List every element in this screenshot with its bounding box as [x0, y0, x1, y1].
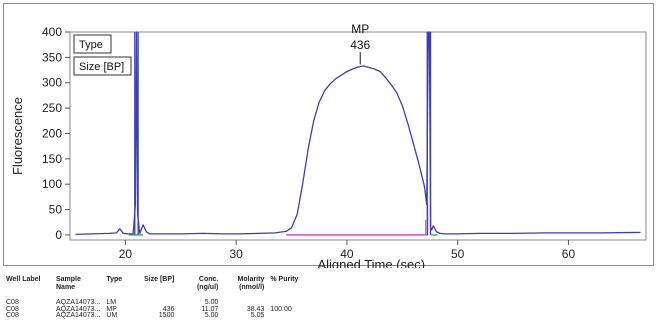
table-row: C08 AQZA14073... UM 1500 5.00 5.05 — [6, 312, 312, 320]
cell-molarity: 38.43 — [246, 305, 265, 313]
x-tick-label: 60 — [562, 247, 576, 261]
trace-layer — [75, 31, 641, 236]
results-table: Well Label Sample Name Type Size [BP] Co… — [6, 276, 312, 320]
axis-ticks: 0 50 100 150 200 250 300 350 400 20 30 40 50 60 — [42, 25, 575, 261]
cell-type: UM — [106, 312, 118, 319]
column-header-molarity: Molarity (nmol/l) — [237, 276, 265, 291]
peak-size-label: 436 — [350, 38, 370, 52]
cell-conc: 5.00 — [204, 299, 219, 306]
legend-label: Size [BP] — [79, 61, 124, 73]
cell-purity — [270, 313, 312, 320]
cell-molarity: 5.05 — [250, 312, 265, 319]
cell-size: 436 — [162, 305, 175, 313]
cell-sample-name: AQZA14073... — [56, 305, 101, 313]
cell-type: LM — [106, 299, 117, 306]
legend-label: Type — [79, 39, 103, 51]
annotation-layer: MP 436 — [350, 22, 371, 65]
column-header-conc: Conc. (ng/ul) — [196, 276, 219, 291]
electropherogram-chart: 0 50 100 150 200 250 300 350 400 20 30 40 50 60 MP 436… — [3, 3, 654, 268]
y-tick-label: 0 — [55, 228, 62, 242]
electropherogram-panel: 0 50 100 150 200 250 300 350 400 20 30 40 50 60 MP 436… — [3, 3, 654, 268]
cell-well-label: C08 — [6, 299, 19, 306]
column-header-well-label: Well Label — [6, 276, 41, 283]
cell-conc: 11.07 — [201, 305, 219, 313]
y-axis-label: Fluorescence — [10, 97, 25, 175]
legend-box — [73, 34, 112, 54]
y-tick-label: 50 — [49, 203, 63, 217]
table-row: C08 AQZA14073... LM 5.00 — [6, 299, 312, 307]
cell-conc: 5.00 — [204, 312, 219, 319]
column-header-purity: % Purity — [270, 276, 299, 283]
cell-well-label: C08 — [6, 312, 19, 319]
legend-box — [73, 56, 132, 76]
column-header-size: Size [BP] — [144, 276, 175, 283]
peak-label: MP — [351, 22, 369, 36]
plot-area — [69, 31, 647, 241]
table-row: C08 AQZA14073... MP 436 11.07 38.43 100.… — [6, 305, 312, 314]
table-header-row: Well Label Sample Name Type Size [BP] Co… — [6, 276, 312, 292]
x-tick-label: 20 — [119, 247, 133, 261]
cell-size: 1500 — [158, 312, 175, 319]
x-axis-label: Aligned Time (sec) — [317, 257, 425, 268]
cell-well-label: C08 — [6, 305, 19, 313]
x-tick-label: 40 — [340, 247, 354, 261]
y-tick-label: 100 — [42, 177, 62, 191]
column-header-type: Type — [106, 276, 123, 283]
cell-sample-name: AQZA14073... — [56, 299, 101, 306]
cell-purity: 100.00 — [270, 305, 292, 313]
y-tick-label: 400 — [42, 25, 62, 39]
cell-sample-name: AQZA14073... — [56, 312, 101, 319]
y-tick-label: 200 — [42, 126, 62, 140]
y-tick-label: 150 — [42, 152, 62, 166]
y-tick-label: 300 — [42, 76, 62, 90]
x-tick-label: 50 — [451, 247, 465, 261]
x-tick-label: 30 — [229, 247, 243, 261]
cell-type: MP — [106, 305, 117, 313]
y-tick-label: 250 — [42, 101, 62, 115]
legend: Type Size [BP] — [73, 34, 132, 76]
chart-outer-frame — [3, 3, 654, 266]
y-tick-label: 350 — [42, 50, 62, 64]
column-header-sample-name: Sample Name — [56, 276, 81, 291]
